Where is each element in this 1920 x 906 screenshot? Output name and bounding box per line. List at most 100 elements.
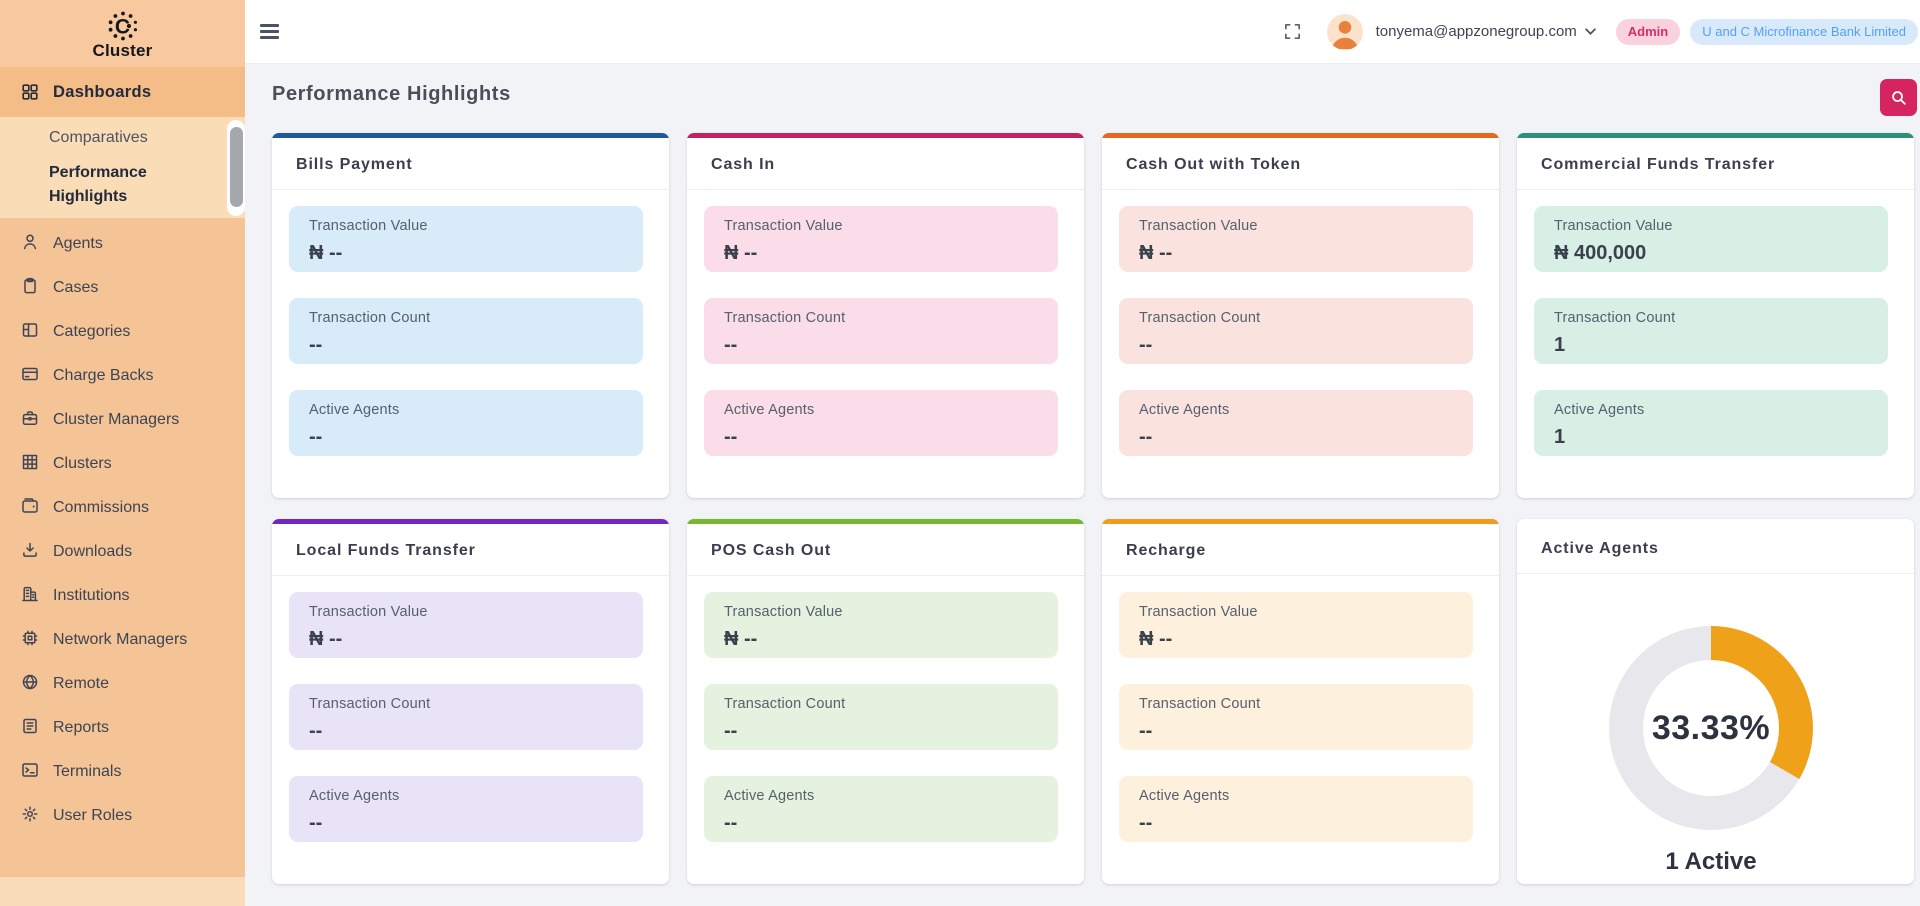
sidebar-item-performance-highlights[interactable]: Performance Highlights xyxy=(49,164,147,205)
sidebar-item-label: Dashboards xyxy=(53,82,152,101)
dashboards-submenu: Comparatives Performance Highlights Serv… xyxy=(0,117,245,218)
stat-value: -- xyxy=(724,426,738,448)
svg-text:C: C xyxy=(114,16,129,39)
stat-value: ₦ 400,000 xyxy=(1554,242,1647,264)
stat-tile: Transaction Value ₦ 400,000 xyxy=(1534,206,1888,272)
stat-value: -- xyxy=(1139,720,1153,742)
stat-tile: Active Agents 1 xyxy=(1534,390,1888,456)
search-button[interactable] xyxy=(1880,79,1917,116)
card-title: Cash Out with Token xyxy=(1102,138,1499,190)
stat-label: Transaction Count xyxy=(309,696,431,712)
briefcase-icon xyxy=(20,408,40,433)
user-menu[interactable]: tonyema@appzonegroup.com xyxy=(1376,23,1596,40)
organization-badge: U and C Microfinance Bank Limited xyxy=(1690,18,1918,45)
stat-label: Active Agents xyxy=(1139,402,1230,418)
sidebar-item-terminals[interactable]: Terminals xyxy=(0,750,245,794)
stat-value: -- xyxy=(724,720,738,742)
avatar[interactable] xyxy=(1326,13,1363,50)
cluster-logo-icon: C xyxy=(108,11,137,41)
sidebar-item-clusters[interactable]: Clusters xyxy=(0,442,245,486)
stat-tile: Transaction Value ₦ -- xyxy=(1119,592,1473,658)
sidebar-item-institutions[interactable]: Institutions xyxy=(0,574,245,618)
stat-label: Transaction Value xyxy=(1554,218,1673,234)
stat-tile: Transaction Value ₦ -- xyxy=(289,206,643,272)
card-commercial-funds-transfer: Commercial Funds Transfer Transaction Va… xyxy=(1517,133,1914,498)
main-content: Performance Highlights Bills Payment Tra… xyxy=(245,64,1920,906)
report-icon xyxy=(20,716,40,741)
cpu-icon xyxy=(20,628,40,653)
menu-toggle-button[interactable] xyxy=(260,19,286,45)
stat-label: Transaction Value xyxy=(309,604,428,620)
stat-value: ₦ -- xyxy=(1139,628,1173,650)
card-title: Bills Payment xyxy=(272,138,669,190)
stat-tile: Active Agents -- xyxy=(1119,390,1473,456)
chevron-down-icon xyxy=(1585,28,1596,35)
card-title: POS Cash Out xyxy=(687,524,1084,576)
active-agents-donut-chart: 33.33% xyxy=(1609,626,1813,830)
stat-label: Transaction Value xyxy=(724,604,843,620)
fullscreen-icon xyxy=(1284,23,1300,40)
card-pos-cash-out: POS Cash Out Transaction Value ₦ -- Tran… xyxy=(687,519,1084,884)
stat-label: Transaction Value xyxy=(309,218,428,234)
card-cash-out-with-token: Cash Out with Token Transaction Value ₦ … xyxy=(1102,133,1499,498)
card-bills-payment: Bills Payment Transaction Value ₦ -- Tra… xyxy=(272,133,669,498)
brand-name: Cluster xyxy=(92,41,153,60)
sidebar-item-commissions[interactable]: Commissions xyxy=(0,486,245,530)
stat-label: Active Agents xyxy=(309,402,400,418)
stat-label: Active Agents xyxy=(1139,788,1230,804)
sidebar-item-reports[interactable]: Reports xyxy=(0,706,245,750)
stat-tile: Transaction Value ₦ -- xyxy=(1119,206,1473,272)
sidebar-item-remote[interactable]: Remote xyxy=(0,662,245,706)
globe-icon xyxy=(20,672,40,697)
fullscreen-button[interactable] xyxy=(1282,21,1303,42)
sidebar-item-dashboards[interactable]: Dashboards xyxy=(0,67,245,117)
stat-tile: Active Agents -- xyxy=(704,390,1058,456)
sidebar: C Cluster Dashboards Comparatives Perfor… xyxy=(0,0,245,906)
sidebar-item-charge-backs[interactable]: Charge Backs xyxy=(0,354,245,398)
submenu-scrollbar-thumb[interactable] xyxy=(230,127,243,207)
sidebar-item-agents[interactable]: Agents xyxy=(0,222,245,266)
stat-value: ₦ -- xyxy=(724,242,758,264)
stat-label: Transaction Count xyxy=(724,696,846,712)
card-active-agents: Active Agents 33.33% 1 Active xyxy=(1517,519,1914,884)
submenu-scrollbar-track xyxy=(227,120,245,216)
stat-tile: Transaction Count -- xyxy=(1119,684,1473,750)
role-badge: Admin xyxy=(1615,18,1681,45)
sidebar-item-categories[interactable]: Categories xyxy=(0,310,245,354)
card-title: Commercial Funds Transfer xyxy=(1517,138,1914,190)
user-avatar-icon xyxy=(1331,20,1358,49)
stat-tile: Transaction Value ₦ -- xyxy=(704,206,1058,272)
sidebar-item-cluster-managers[interactable]: Cluster Managers xyxy=(0,398,245,442)
sidebar-item-cases[interactable]: Cases xyxy=(0,266,245,310)
stat-label: Transaction Value xyxy=(1139,218,1258,234)
stat-tile: Active Agents -- xyxy=(289,390,643,456)
stat-label: Transaction Value xyxy=(724,218,843,234)
stat-value: 1 xyxy=(1554,426,1566,448)
stat-label: Active Agents xyxy=(724,788,815,804)
sidebar-footer xyxy=(0,877,245,906)
card-accent-bar xyxy=(1517,133,1914,138)
dashboard-grid-icon xyxy=(22,84,38,100)
stat-label: Active Agents xyxy=(309,788,400,804)
stat-tile: Transaction Count -- xyxy=(704,298,1058,364)
stat-value: -- xyxy=(1139,812,1153,834)
sidebar-item-user-roles[interactable]: User Roles xyxy=(0,794,245,838)
sidebar-item-network-managers[interactable]: Network Managers xyxy=(0,618,245,662)
sidebar-nav: Agents Cases Categories Charge Backs Clu… xyxy=(0,218,245,838)
stat-tile: Transaction Count -- xyxy=(289,684,643,750)
search-icon xyxy=(1892,91,1906,105)
sidebar-item-downloads[interactable]: Downloads xyxy=(0,530,245,574)
stat-value: -- xyxy=(309,720,323,742)
stat-value: -- xyxy=(309,334,323,356)
card-title: Local Funds Transfer xyxy=(272,524,669,576)
layout-icon xyxy=(20,320,40,345)
stat-tile: Active Agents -- xyxy=(1119,776,1473,842)
stat-label: Transaction Value xyxy=(1139,604,1258,620)
wallet-icon xyxy=(20,496,40,521)
stat-tile: Transaction Value ₦ -- xyxy=(704,592,1058,658)
stat-value: -- xyxy=(309,812,323,834)
card-recharge: Recharge Transaction Value ₦ -- Transact… xyxy=(1102,519,1499,884)
sidebar-item-comparatives[interactable]: Comparatives xyxy=(49,129,148,146)
app-logo[interactable]: C Cluster xyxy=(0,0,245,67)
stat-value: -- xyxy=(724,334,738,356)
